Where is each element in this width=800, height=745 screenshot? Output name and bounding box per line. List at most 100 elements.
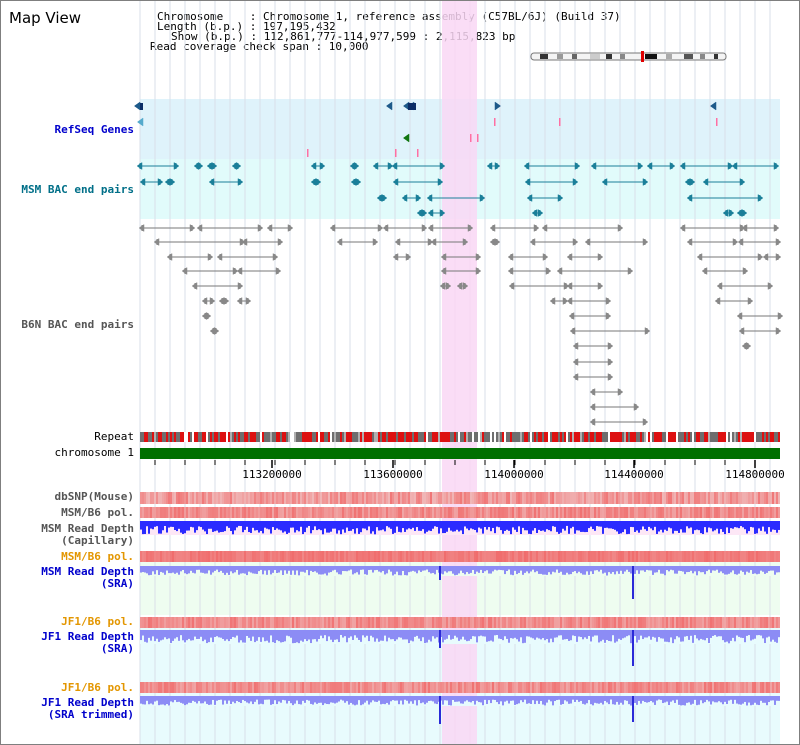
- depth-bar: [740, 566, 742, 571]
- depth-bar: [420, 521, 422, 531]
- heat-cell: [268, 551, 270, 562]
- depth-bar: [546, 630, 548, 640]
- depth-bar: [350, 521, 352, 531]
- depth-bar: [412, 521, 414, 528]
- heat-cell: [526, 492, 528, 504]
- track-label-msm-bac[interactable]: MSM BAC end pairs: [21, 183, 134, 196]
- repeat-segment: [656, 432, 658, 442]
- heat-cell: [342, 507, 344, 518]
- feature-arrow: [524, 178, 531, 186]
- heat-cell: [276, 682, 278, 693]
- heat-cell: [674, 507, 676, 518]
- heat-cell: [632, 492, 634, 504]
- depth-bar: [644, 521, 646, 530]
- track-label-jf1-b6-pol[interactable]: JF1/B6 pol.: [61, 615, 134, 628]
- depth-bar: [746, 630, 748, 636]
- repeat-segment: [408, 432, 410, 442]
- heat-cell: [666, 682, 668, 693]
- repeat-segment: [632, 432, 634, 442]
- heat-cell: [384, 682, 386, 693]
- depth-bar: [638, 521, 640, 533]
- heat-cell: [152, 551, 154, 562]
- gene-tick: [470, 134, 472, 142]
- depth-bar: [258, 696, 260, 705]
- track-label-msm-b6-pol[interactable]: MSM/B6 pol.: [61, 506, 134, 519]
- heat-cell: [346, 507, 348, 518]
- heat-cell: [452, 492, 454, 504]
- heat-cell: [194, 682, 196, 693]
- heat-cell: [724, 492, 726, 504]
- depth-bar: [494, 521, 496, 534]
- heat-cell: [252, 617, 254, 628]
- feature-arrow: [372, 238, 379, 246]
- repeat-segment: [444, 432, 446, 442]
- heat-cell: [344, 682, 346, 693]
- track-label-msm-read-depth-sra[interactable]: MSM Read Depth: [41, 565, 134, 578]
- heat-cell: [554, 682, 556, 693]
- heat-cell: [482, 492, 484, 504]
- depth-bar: [730, 696, 732, 700]
- heat-cell: [450, 682, 452, 693]
- heat-cell: [322, 492, 324, 504]
- heat-cell: [474, 682, 476, 693]
- heat-cell: [752, 507, 754, 518]
- heat-cell: [530, 551, 532, 562]
- heat-cell: [698, 551, 700, 562]
- heat-cell: [402, 492, 404, 504]
- feature-arrow: [601, 178, 608, 186]
- track-label-msm-read-depth-capillary[interactable]: MSM Read Depth: [41, 522, 134, 535]
- depth-bar: [738, 630, 740, 637]
- track-label-refseq-genes[interactable]: RefSeq Genes: [54, 123, 134, 136]
- heat-cell: [482, 507, 484, 518]
- depth-bar: [310, 566, 312, 571]
- depth-bar: [592, 696, 594, 706]
- depth-bar: [528, 696, 530, 704]
- heat-cell: [314, 682, 316, 693]
- heat-cell: [668, 507, 670, 518]
- heat-cell: [588, 617, 590, 628]
- depth-bar: [456, 566, 458, 575]
- depth-bar: [182, 566, 184, 570]
- track-label-b6n-bac[interactable]: B6N BAC end pairs: [21, 318, 134, 331]
- heat-cell: [162, 682, 164, 693]
- depth-bar: [166, 696, 168, 705]
- track-label-jf1-b6-pol-trimmed[interactable]: JF1/B6 pol.: [61, 681, 134, 694]
- depth-bar: [468, 521, 470, 531]
- depth-bar: [378, 521, 380, 531]
- repeat-segment: [506, 432, 508, 442]
- depth-bar: [754, 630, 756, 639]
- depth-bar: [456, 521, 458, 530]
- depth-bar: [532, 630, 534, 639]
- track-label-jf1-read-depth-trimmed[interactable]: JF1 Read Depth: [41, 696, 134, 709]
- heat-cell: [488, 617, 490, 628]
- repeat-segment: [348, 432, 350, 442]
- heat-cell: [612, 617, 614, 628]
- heat-cell: [414, 682, 416, 693]
- repeat-segment: [160, 432, 162, 442]
- heat-cell: [694, 617, 696, 628]
- heat-cell: [356, 551, 358, 562]
- depth-bar: [710, 521, 712, 529]
- depth-bar: [152, 696, 154, 705]
- repeat-segment: [730, 432, 732, 442]
- repeat-segment: [148, 432, 150, 442]
- depth-bar: [168, 630, 170, 639]
- heat-cell: [598, 551, 600, 562]
- depth-bar: [444, 521, 446, 534]
- heat-cell: [332, 617, 334, 628]
- feature-arrow: [757, 194, 764, 202]
- heat-cell: [646, 507, 648, 518]
- heat-cell: [698, 617, 700, 628]
- heat-cell: [636, 551, 638, 562]
- heat-cell: [348, 682, 350, 693]
- track-label-dbsnp[interactable]: dbSNP(Mouse): [54, 490, 134, 503]
- depth-bar: [682, 696, 684, 706]
- heat-cell: [738, 492, 740, 504]
- track-label-msm-b6-pol-sra[interactable]: MSM/B6 pol.: [61, 550, 134, 563]
- repeat-segment: [562, 432, 564, 442]
- feature-arrow: [387, 162, 394, 170]
- depth-bar: [386, 630, 388, 642]
- track-label-jf1-read-depth-sra[interactable]: JF1 Read Depth: [41, 630, 134, 643]
